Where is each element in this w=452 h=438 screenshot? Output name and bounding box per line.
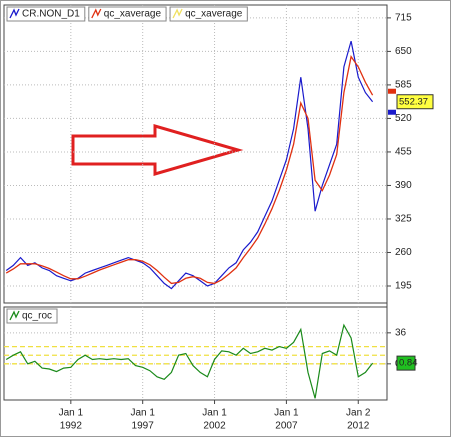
legend-swatch	[91, 8, 102, 19]
legend-label: qc_xaverage	[104, 9, 162, 20]
y-tick-label: 260	[395, 247, 412, 258]
x-tick-year: 2007	[275, 421, 298, 432]
x-tick-label: Jan 1	[59, 408, 84, 419]
main-panel	[3, 4, 388, 304]
marker-tab	[388, 88, 396, 94]
legend-label: CR.NON_D1	[22, 9, 80, 20]
last-value-box	[396, 94, 434, 110]
y-tick-label: 195	[395, 281, 412, 292]
series-line	[5, 40, 374, 290]
x-tick-year: 1997	[132, 421, 155, 432]
legend-label: qc_roc	[22, 311, 52, 322]
legend-box	[6, 6, 86, 22]
x-tick-label: Jan 1	[274, 408, 299, 419]
y-tick-label: 715	[395, 13, 412, 24]
legend-label: qc_xaverage	[185, 9, 243, 20]
series-line	[5, 323, 374, 399]
y-tick-label: 455	[395, 147, 412, 158]
legend-box	[6, 308, 58, 324]
arrow	[71, 124, 244, 176]
y-tick-label: 325	[395, 214, 412, 225]
y-tick-label: 650	[395, 46, 412, 57]
x-tick-year: 1992	[60, 421, 83, 432]
roc-panel	[3, 306, 388, 401]
y-tick-label: 36	[395, 327, 407, 338]
x-tick-year: 2002	[203, 421, 226, 432]
x-tick-label: Jan 1	[130, 408, 155, 419]
legend-box	[169, 6, 248, 22]
y-tick-label: 585	[395, 80, 412, 91]
y-tick-label: 520	[395, 113, 412, 124]
legend-swatch	[172, 8, 183, 19]
x-tick-label: Jan 2	[346, 408, 371, 419]
last-value-label: 0.84	[399, 358, 418, 369]
marker-tab	[388, 109, 396, 115]
series-line	[5, 54, 374, 285]
last-value-box	[396, 355, 416, 371]
y-tick-label: 390	[395, 180, 412, 191]
last-value-label: 552.37	[399, 96, 428, 107]
legend-swatch	[9, 8, 20, 19]
legend-swatch	[9, 310, 20, 321]
x-tick-label: Jan 1	[202, 408, 227, 419]
x-tick-year: 2012	[347, 421, 370, 432]
legend-box	[88, 6, 167, 22]
